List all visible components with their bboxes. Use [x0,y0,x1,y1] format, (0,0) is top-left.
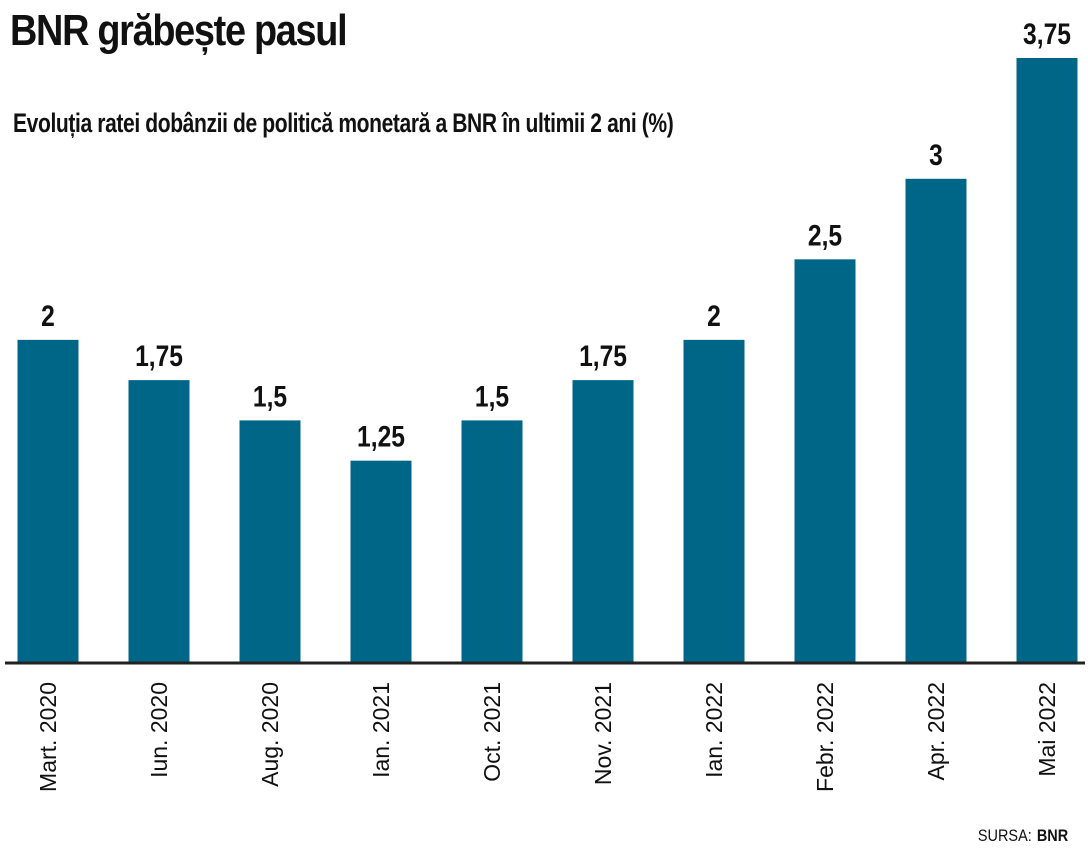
x-tick-label-ian-2021: Ian. 2021 [368,682,394,778]
source-value: BNR [1036,826,1068,845]
bar-ian-2022 [683,339,745,662]
value-label-ian-2021: 1,25 [357,419,405,453]
chart-subtitle: Evoluția ratei dobânzii de politică mone… [13,108,674,138]
value-label-ian-2022: 2 [707,299,721,333]
x-tick-label-apr-2022: Apr. 2022 [923,682,949,780]
bar-aug-2020 [239,420,301,662]
value-label-apr-2022: 3 [929,137,943,171]
bar-apr-2022 [905,178,967,663]
bars-group [17,58,1078,663]
source-label: SURSA: [977,826,1032,845]
value-label-oct-2021: 1,5 [475,379,509,413]
bar-febr-2022 [794,259,856,662]
bar-oct-2021 [461,420,523,662]
value-label-aug-2020: 1,5 [253,379,287,413]
x-tick-label-oct-2021: Oct. 2021 [479,682,505,782]
value-labels-group: 2 1,75 1,5 1,25 1,5 1,75 2 2,5 3 3,75 [41,17,1071,454]
x-tick-label-ian-2022: Ian. 2022 [701,682,727,778]
x-tick-label-mai-2022: Mai 2022 [1034,682,1060,777]
bar-mai-2022 [1016,58,1078,662]
x-tick-label-aug-2020: Aug. 2020 [257,682,283,787]
bar-ian-2021 [350,460,412,662]
bar-mart-2020 [17,339,79,662]
x-tick-labels-group: Mart. 2020 Iun. 2020 Aug. 2020 Ian. 2021 Oct… [35,682,1060,792]
x-tick-label-febr-2022: Febr. 2022 [812,682,838,792]
page-title: BNR grăbește pasul [10,6,348,55]
value-label-nov-2021: 1,75 [579,339,627,373]
x-tick-label-iun-2020: Iun. 2020 [146,682,172,778]
bar-nov-2021 [572,380,634,662]
value-label-mai-2022: 3,75 [1023,17,1071,51]
value-label-iun-2020: 1,75 [135,339,183,373]
x-tick-label-nov-2021: Nov. 2021 [590,682,616,785]
value-label-mart-2020: 2 [41,299,55,333]
value-label-febr-2022: 2,5 [808,218,842,252]
x-tick-label-mart-2020: Mart. 2020 [35,682,61,792]
bar-iun-2020 [128,380,190,662]
source-note: SURSA: BNR [978,826,1068,846]
